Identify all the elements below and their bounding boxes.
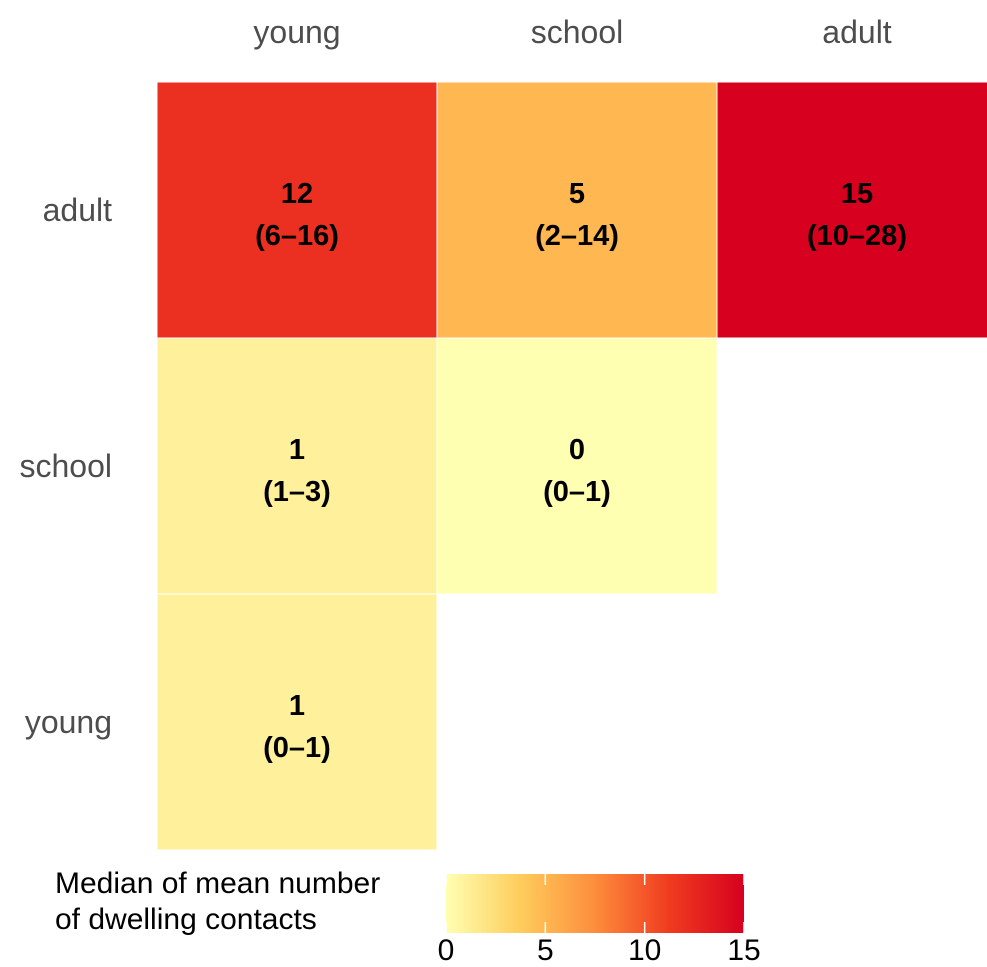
legend-tick-5: 5 [537, 874, 554, 967]
cell-value-label: 5 [569, 178, 585, 210]
legend-tick-label: 5 [537, 934, 554, 967]
heatmap-cell-school-young: 1 (1–3) [156, 337, 438, 595]
x-axis-label-school: school [531, 14, 624, 50]
heatmap-cell-adult-school: 5 (2–14) [436, 81, 718, 339]
heatmap-cell-school-school: 0 (0–1) [436, 337, 718, 595]
legend-title-line-1: Median of mean number [55, 867, 380, 900]
heatmap-cell-rect [436, 337, 718, 595]
cell-range-label: (10–28) [807, 220, 907, 252]
cell-value-label: 12 [281, 178, 313, 210]
heatmap-cell-adult-young: 12 (6–16) [156, 81, 438, 339]
cell-range-label: (0–1) [263, 732, 331, 764]
x-axis-labels: young school adult [253, 14, 891, 50]
heatmap-cell-rect [436, 81, 718, 339]
legend-tick-15: 15 [727, 874, 761, 967]
color-legend: Median of mean number of dwelling contac… [55, 867, 761, 967]
legend-ticks: 0 5 10 15 [438, 874, 761, 967]
legend-tick-label: 15 [727, 934, 760, 967]
cell-range-label: (2–14) [535, 220, 619, 252]
legend-tick-10: 10 [628, 874, 661, 967]
heatmap-cell-rect [156, 593, 438, 851]
heatmap-cell-rect [716, 81, 987, 339]
legend-title-line-2: of dwelling contacts [55, 903, 317, 936]
heatmap-cell-adult-adult: 15 (10–28) [716, 81, 987, 339]
heatmap-cell-rect [156, 337, 438, 595]
heatmap-cell-young-young: 1 (0–1) [156, 593, 438, 851]
y-axis-label-school: school [20, 448, 113, 484]
cell-range-label: (1–3) [263, 476, 331, 508]
y-axis-labels: adult school young [20, 192, 113, 740]
legend-tick-0: 0 [438, 874, 455, 967]
legend-color-bar [446, 874, 744, 933]
y-axis-label-young: young [25, 704, 112, 740]
cell-range-label: (0–1) [543, 476, 611, 508]
heatmap-cell-rect [156, 81, 438, 339]
x-axis-label-young: young [253, 14, 340, 50]
y-axis-label-adult: adult [43, 192, 113, 228]
x-axis-label-adult: adult [822, 14, 892, 50]
cell-value-label: 1 [289, 434, 305, 466]
legend-tick-label: 10 [628, 934, 661, 967]
cell-range-label: (6–16) [255, 220, 339, 252]
cell-value-label: 0 [569, 434, 585, 466]
legend-tick-label: 0 [438, 934, 455, 967]
cell-value-label: 1 [289, 690, 305, 722]
cell-value-label: 15 [841, 178, 873, 210]
heatmap-cells: 12 (6–16) 5 (2–14) 15 (10–28) 1 (1–3) 0 (0–1) 1 (0–… [156, 81, 987, 851]
